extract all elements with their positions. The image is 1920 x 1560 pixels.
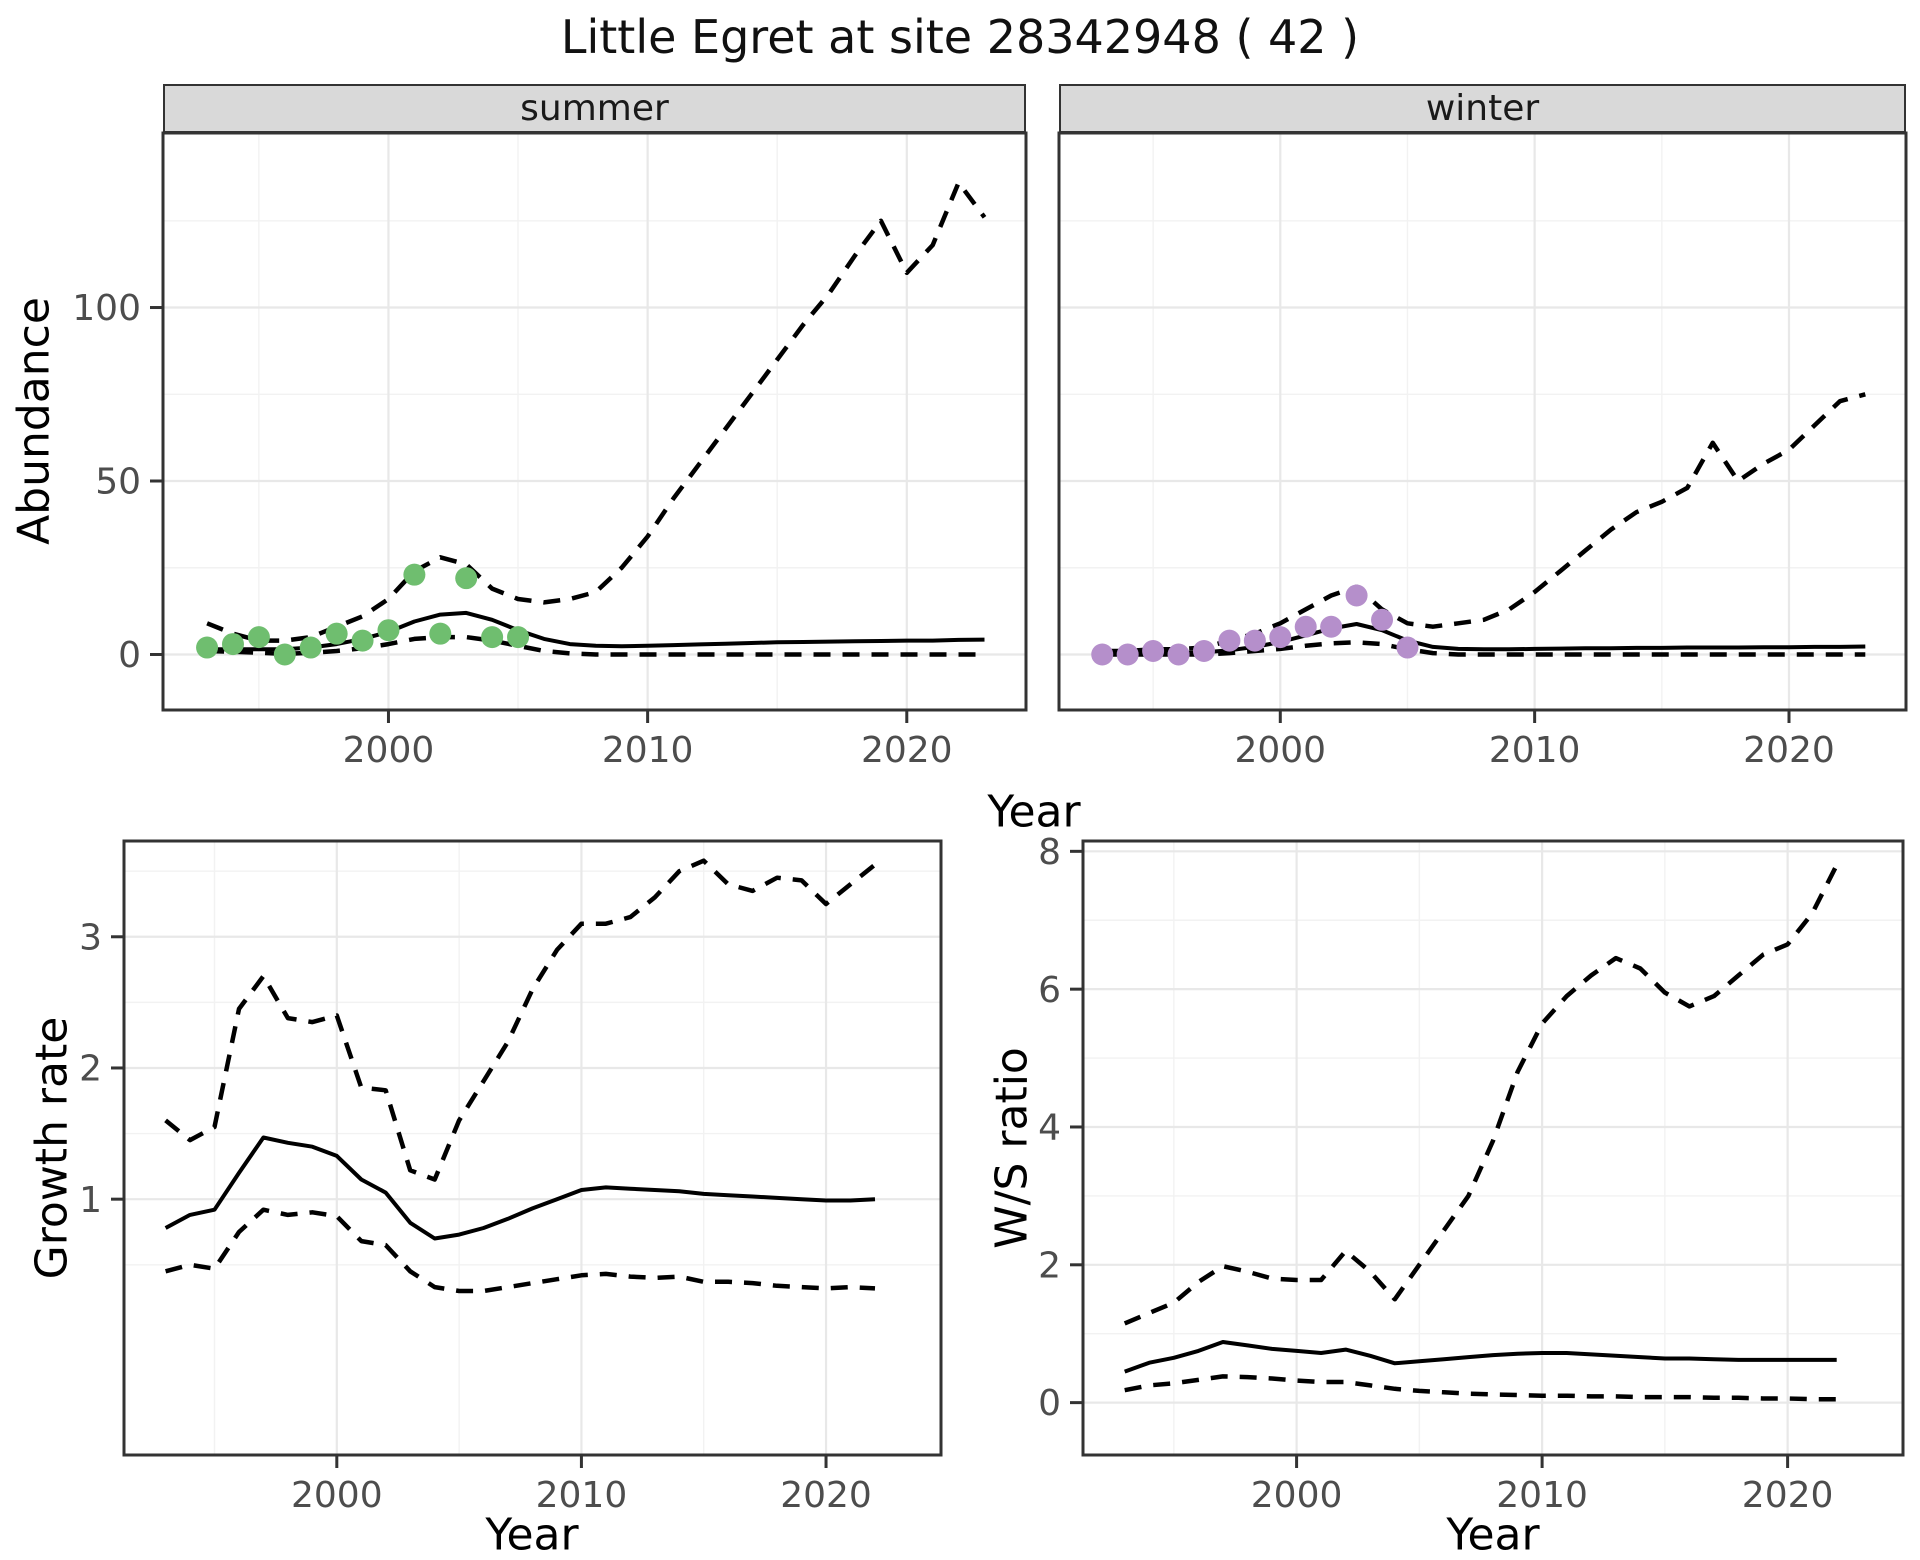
observed-point bbox=[1243, 629, 1266, 652]
y-axis-title-abundance: Abundance bbox=[8, 297, 60, 545]
x-tick-label: 2010 bbox=[602, 730, 694, 771]
observed-point bbox=[1116, 643, 1139, 666]
series-lower-ci bbox=[1102, 640, 1866, 657]
y-axis-title-growth-rate: Growth rate bbox=[26, 1016, 78, 1280]
observed-point bbox=[273, 643, 296, 666]
observed-point bbox=[1269, 626, 1292, 649]
observed-point bbox=[429, 622, 452, 645]
observed-point bbox=[481, 626, 504, 649]
panel-border bbox=[161, 131, 1028, 712]
y-tick-label: 0 bbox=[1038, 1383, 1061, 1424]
observed-point bbox=[325, 622, 348, 645]
x-axis-title-year-top: Year bbox=[987, 786, 1081, 838]
observed-point bbox=[1371, 608, 1394, 631]
x-tick-label: 2020 bbox=[1742, 1475, 1834, 1516]
observed-point bbox=[377, 619, 400, 642]
y-tick-label: 2 bbox=[1038, 1245, 1061, 1286]
panel-background bbox=[163, 133, 1026, 710]
x-tick-label: 2010 bbox=[1489, 730, 1581, 771]
series-lower-ci bbox=[165, 1207, 876, 1294]
observed-point bbox=[455, 567, 478, 590]
y-tick-label: 50 bbox=[95, 462, 141, 503]
panel-ws-ratio: 2000 2010 2020 0 2 4 6 8 bbox=[1038, 832, 1905, 1516]
observed-point bbox=[1345, 584, 1368, 607]
series-upper-ci bbox=[206, 180, 987, 643]
panel-background bbox=[124, 841, 941, 1455]
panel-background bbox=[1059, 133, 1906, 710]
x-axis-title-year-bottom-left: Year bbox=[485, 1509, 579, 1560]
y-tick-label: 1 bbox=[79, 1180, 102, 1221]
panel-border bbox=[1057, 131, 1908, 712]
x-tick-label: 2000 bbox=[343, 730, 435, 771]
y-tick-label: 3 bbox=[79, 917, 102, 958]
x-tick-label: 2020 bbox=[861, 730, 953, 771]
facet-strip-winter: winter bbox=[1059, 84, 1906, 133]
x-tick-label: 2020 bbox=[780, 1475, 872, 1516]
x-tick-label: 2000 bbox=[291, 1475, 383, 1516]
series-lower-ci bbox=[1124, 1374, 1837, 1402]
x-tick-label: 2010 bbox=[1496, 1475, 1588, 1516]
observed-point bbox=[1320, 615, 1343, 638]
observed-point bbox=[1192, 640, 1215, 663]
observed-point bbox=[1091, 643, 1114, 666]
x-axis-title-year-bottom-right: Year bbox=[1446, 1509, 1540, 1560]
x-tick-label: 2020 bbox=[1743, 730, 1835, 771]
series-lower-ci bbox=[207, 634, 985, 657]
series-upper-ci bbox=[1123, 864, 1839, 1326]
observed-point bbox=[247, 626, 270, 649]
panel-background bbox=[1083, 841, 1903, 1455]
facet-strip-winter-label: winter bbox=[1425, 88, 1540, 129]
observed-point bbox=[403, 563, 426, 586]
observed-point bbox=[1142, 640, 1165, 663]
page-title: Little Egret at site 28342948 ( 42 ) bbox=[560, 10, 1360, 64]
observed-point bbox=[1218, 629, 1241, 652]
panel-growth-rate: 2000 2010 2020 1 2 3 bbox=[79, 839, 943, 1516]
observed-point bbox=[507, 626, 530, 649]
facet-strip-summer: summer bbox=[163, 84, 1026, 133]
panel-border bbox=[122, 839, 943, 1457]
y-tick-label: 100 bbox=[72, 288, 141, 329]
y-axis-title-ws-ratio: W/S ratio bbox=[986, 1047, 1038, 1249]
observed-point bbox=[351, 629, 374, 652]
series-upper-ci bbox=[164, 858, 877, 1182]
facet-strip-summer-label: summer bbox=[520, 88, 669, 129]
observed-point bbox=[1167, 643, 1190, 666]
observed-point bbox=[1294, 615, 1317, 638]
y-tick-label: 2 bbox=[79, 1049, 102, 1090]
y-tick-label: 0 bbox=[118, 635, 141, 676]
panel-abundance-summer: 2000 2010 2020 0 50 100 bbox=[72, 131, 1028, 771]
series-median bbox=[164, 1135, 876, 1241]
observed-point bbox=[196, 636, 219, 659]
panel-border bbox=[1081, 839, 1905, 1457]
y-tick-label: 6 bbox=[1038, 970, 1061, 1011]
observed-point bbox=[1396, 636, 1419, 659]
panel-abundance-winter: 2000 2010 2020 bbox=[1057, 131, 1908, 771]
observed-point bbox=[221, 633, 244, 656]
observed-point bbox=[299, 636, 322, 659]
x-tick-label: 2000 bbox=[1234, 730, 1326, 771]
y-tick-label: 4 bbox=[1038, 1108, 1061, 1149]
y-tick-label: 8 bbox=[1038, 832, 1061, 873]
x-tick-label: 2000 bbox=[1251, 1475, 1343, 1516]
x-tick-label: 2010 bbox=[536, 1475, 628, 1516]
series-median bbox=[1124, 1340, 1837, 1374]
